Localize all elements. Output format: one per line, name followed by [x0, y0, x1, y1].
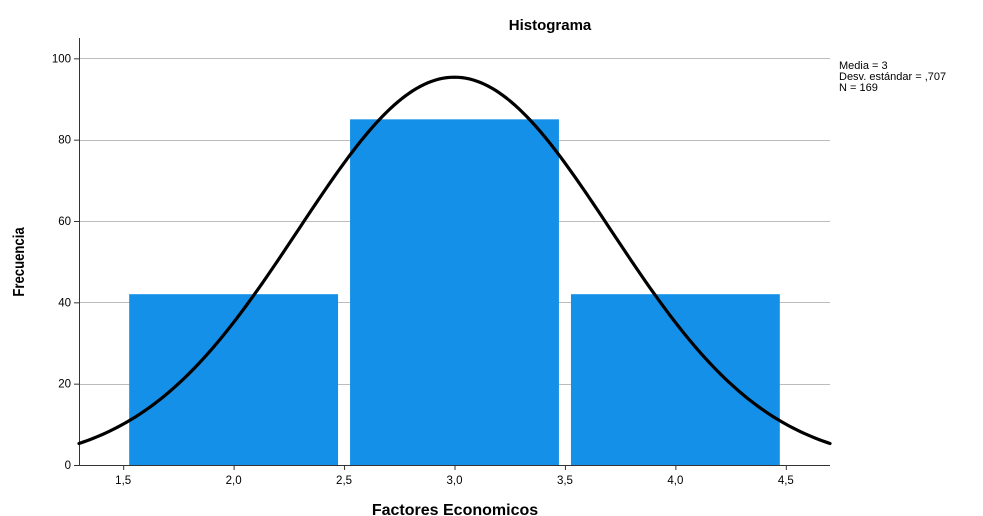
x-tick-label: 2,0 [226, 475, 242, 487]
stats-legend: Media = 3 Desv. estándar = ,707 N = 169 [839, 60, 946, 94]
normal-curve [77, 75, 832, 446]
x-tick-label: 4,0 [667, 475, 683, 487]
normal-curve-group [77, 75, 832, 446]
chart-title: Histograma [509, 17, 592, 34]
stats-n: N = 169 [839, 82, 878, 94]
x-tick-label: 2,5 [336, 475, 352, 487]
axes [74, 38, 830, 470]
y-tick-label: 20 [58, 379, 71, 391]
histogram-bars [129, 119, 780, 465]
y-tick-label: 100 [52, 53, 71, 65]
x-axis-title: Factores Economicos [372, 502, 538, 516]
stats-mean: Media = 3 [839, 60, 888, 72]
x-tick-label: 4,5 [778, 475, 794, 487]
y-tick-label: 0 [65, 460, 71, 472]
y-tick-label: 40 [58, 297, 71, 309]
y-tick-label: 80 [58, 135, 71, 147]
y-tick-label: 60 [58, 216, 71, 228]
tick-labels: 0 20 40 60 80 100 1,5 2,0 2,5 3,0 3,5 4,0 4,5 [52, 53, 794, 487]
stats-std-dev: Desv. estándar = ,707 [839, 71, 946, 83]
histogram-bar [350, 119, 559, 465]
x-tick-label: 3,5 [557, 475, 573, 487]
x-tick-label: 1,5 [115, 475, 131, 487]
y-axis-title: Frecuencia [11, 227, 28, 297]
x-tick-label: 3,0 [447, 475, 463, 487]
